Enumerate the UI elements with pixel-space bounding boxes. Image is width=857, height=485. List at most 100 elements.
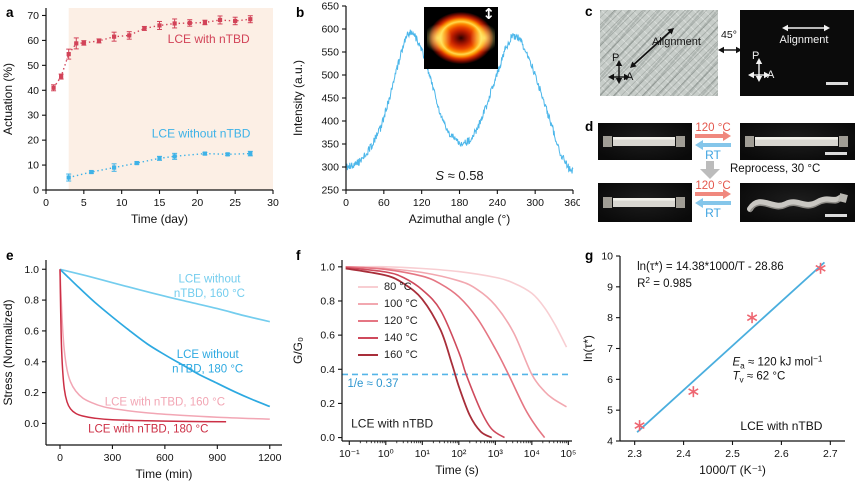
- svg-text:180: 180: [451, 197, 469, 209]
- vertical-double-arrow-icon: ↕: [482, 5, 495, 23]
- svg-text:0.4: 0.4: [24, 356, 39, 368]
- data-point-asterisk: [746, 314, 758, 322]
- svg-text:550: 550: [321, 47, 339, 59]
- data-point: [66, 175, 71, 180]
- svg-text:2.3: 2.3: [627, 448, 642, 460]
- sample-photo-reprocessed-twisted: [740, 183, 855, 222]
- pom-image-bright: Alignment P A: [600, 10, 718, 96]
- scale-bar: [826, 82, 848, 85]
- svg-text:1/e ≈ 0.37: 1/e ≈ 0.37: [347, 378, 398, 390]
- shaded-region: [68, 8, 273, 190]
- series-line: [345, 29, 574, 174]
- polarizer-label-right: P: [752, 50, 760, 62]
- svg-text:ln(τ*) = 14.38*1000/T - 28.86: ln(τ*) = 14.38*1000/T - 28.86: [637, 261, 784, 273]
- reprocess-scheme-arrows: [695, 131, 731, 208]
- svg-text:60: 60: [378, 197, 390, 209]
- data-point: [202, 20, 207, 25]
- reprocess-down-arrow-icon: [700, 161, 720, 179]
- svg-text:10⁰: 10⁰: [378, 448, 394, 460]
- svg-text:900: 900: [209, 452, 227, 464]
- svg-text:0.2: 0.2: [24, 387, 39, 399]
- data-point: [225, 152, 230, 157]
- y-axis-label: Stress (Normalized): [1, 299, 15, 405]
- data-point: [66, 52, 71, 57]
- series-line: [345, 266, 505, 439]
- heat-temperature-label-top: 120 °C: [695, 122, 731, 134]
- chart-g-plot: 2.3 2.4 2.5 2.6 2.7 4 5 6 7 8 9 10 1000/T (K⁻¹) ln(τ*…: [581, 251, 845, 477]
- svg-text:LCE with nTBD: LCE with nTBD: [740, 419, 822, 433]
- svg-text:0.0: 0.0: [320, 432, 335, 444]
- svg-text:9: 9: [607, 281, 613, 293]
- sample-photo-original-rt: [598, 123, 692, 160]
- chart-a-plot: 0 5 10 15 20 25 30 0 10 20 30 40 50 60 70 Time (day) Act…: [1, 8, 279, 226]
- cool-arrow-icon: [695, 198, 731, 208]
- svg-text:10: 10: [27, 160, 39, 172]
- chart-f-plot: 10⁻¹ 10⁰ 10¹ 10² 10³ 10⁴ 10⁵ 0.0 0.2 0.4 0.6 0.8 1.0…: [291, 260, 576, 477]
- svg-text:300: 300: [104, 452, 122, 464]
- svg-text:LCE without nTBD: LCE without nTBD: [152, 127, 251, 141]
- data-point: [59, 74, 64, 79]
- alignment-arrow-horizontal: [748, 24, 830, 82]
- data-point: [112, 165, 117, 170]
- svg-text:10³: 10³: [488, 448, 504, 460]
- svg-text:360: 360: [564, 197, 580, 209]
- y-axis-label: Actuation (%): [1, 63, 15, 135]
- series-line: [59, 269, 270, 420]
- alignment-label-left: Alignment: [652, 36, 701, 48]
- series-line: [59, 268, 271, 323]
- panel-f-label: f: [296, 248, 301, 263]
- svg-text:S ≈ 0.58: S ≈ 0.58: [435, 168, 483, 183]
- svg-text:0.6: 0.6: [320, 330, 335, 342]
- legend-label: 100 °C: [384, 298, 418, 310]
- svg-text:0.8: 0.8: [24, 295, 39, 307]
- sample-photo-reprocessed-rt: [598, 183, 692, 222]
- svg-text:250: 250: [321, 185, 339, 197]
- x-axis-label: 1000/T (K⁻¹): [699, 463, 766, 477]
- horizontal-double-arrow-icon: [718, 46, 742, 54]
- data-point: [172, 21, 177, 26]
- fit-line: [636, 261, 826, 433]
- svg-text:450: 450: [321, 93, 339, 105]
- svg-text:LCE without: LCE without: [177, 349, 240, 361]
- data-point: [248, 17, 253, 22]
- svg-text:LCE with nTBD, 180 °C: LCE with nTBD, 180 °C: [88, 424, 208, 436]
- panel-a-label: a: [6, 5, 14, 20]
- svg-text:600: 600: [321, 24, 339, 36]
- y-axis-label: G/G₀: [291, 337, 305, 364]
- svg-text:1200: 1200: [258, 452, 282, 464]
- svg-text:Tv ≈ 62 °C: Tv ≈ 62 °C: [733, 370, 786, 384]
- x-axis-label: Time (day): [131, 212, 188, 226]
- data-point: [89, 169, 94, 175]
- data-point: [157, 23, 162, 28]
- x-axis-label: Azimuthal angle (°): [409, 212, 511, 226]
- svg-text:50: 50: [27, 60, 39, 72]
- series-line: [53, 18, 251, 89]
- svg-text:30: 30: [27, 110, 39, 122]
- waxs-ring-pattern: [427, 9, 495, 67]
- panel-b-label: b: [296, 5, 305, 20]
- data-point: [51, 85, 56, 90]
- sample-photo-original-heated: [740, 123, 855, 160]
- polarizer-label-left: P: [612, 52, 620, 64]
- legend-label: 120 °C: [384, 315, 418, 327]
- panel-c-label: c: [585, 4, 593, 19]
- svg-text:2.7: 2.7: [823, 448, 838, 460]
- svg-text:0.6: 0.6: [24, 325, 39, 337]
- chart-azimuthal-intensity: 0 60 120 180 240 300 360 250 300 350 400 450 500 550 6…: [290, 0, 580, 240]
- data-point-asterisk: [688, 388, 699, 396]
- alignment-label-right: Alignment: [779, 34, 829, 46]
- series-line: [345, 266, 567, 408]
- analyzer-label-right: A: [767, 69, 775, 81]
- svg-text:0: 0: [343, 197, 349, 209]
- data-point: [157, 156, 162, 161]
- heat-temperature-label-bottom: 120 °C: [695, 180, 731, 192]
- heat-arrow-icon: [695, 189, 731, 199]
- sample-strip-image: [603, 136, 685, 147]
- data-point: [248, 151, 253, 156]
- svg-text:1.0: 1.0: [320, 261, 335, 273]
- panel-d-label: d: [585, 119, 594, 134]
- chart-stress-relaxation: 0 300 600 900 1200 0.0 0.2 0.4 0.6 0.8 1.0 Time (mi…: [0, 240, 290, 485]
- svg-text:5: 5: [607, 405, 613, 417]
- sample-strip-image: [603, 197, 685, 208]
